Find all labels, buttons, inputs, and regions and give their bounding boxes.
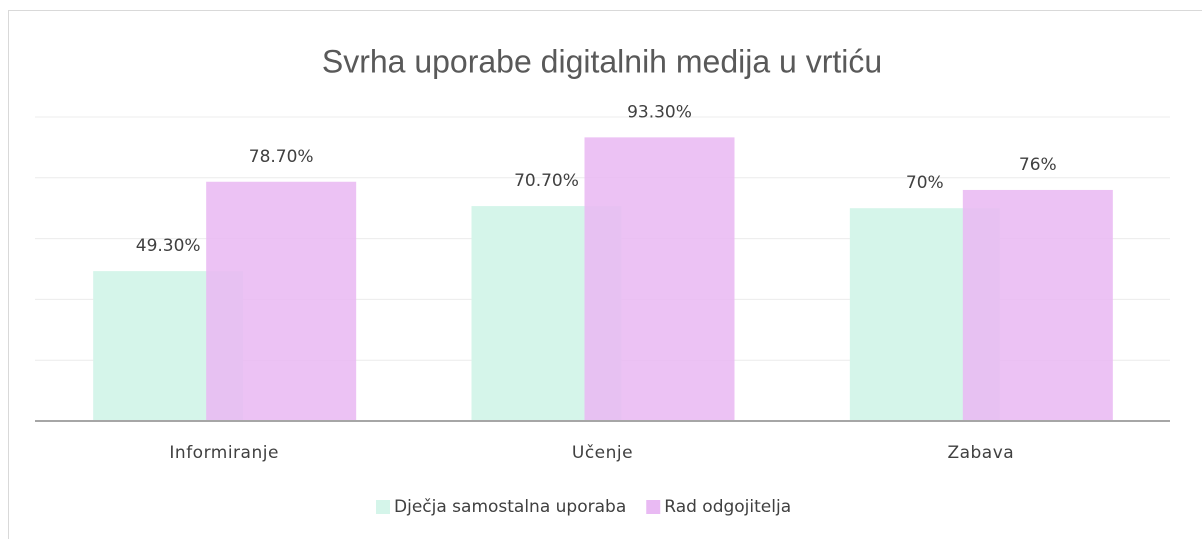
data-label: 78.70% bbox=[249, 147, 314, 167]
data-label: 70.70% bbox=[514, 171, 579, 191]
data-label: 70% bbox=[906, 173, 944, 193]
legend-label: Rad odgojitelja bbox=[664, 497, 791, 517]
legend-label: Dječja samostalna uporaba bbox=[394, 497, 626, 517]
chart-title: Svrha uporabe digitalnih medija u vrtiću bbox=[322, 43, 882, 79]
x-tick-label: Zabava bbox=[947, 443, 1014, 463]
bar bbox=[584, 137, 735, 422]
legend-swatch bbox=[376, 500, 390, 514]
x-tick-label: Informiranje bbox=[169, 443, 279, 463]
bar bbox=[206, 181, 357, 421]
bar bbox=[962, 189, 1113, 421]
data-label: 93.30% bbox=[627, 102, 692, 122]
x-tick-label: Učenje bbox=[572, 443, 633, 463]
data-label: 76% bbox=[1019, 155, 1057, 175]
data-label: 49.30% bbox=[136, 236, 201, 256]
chart-frame bbox=[8, 10, 1202, 539]
legend-swatch bbox=[646, 500, 661, 514]
